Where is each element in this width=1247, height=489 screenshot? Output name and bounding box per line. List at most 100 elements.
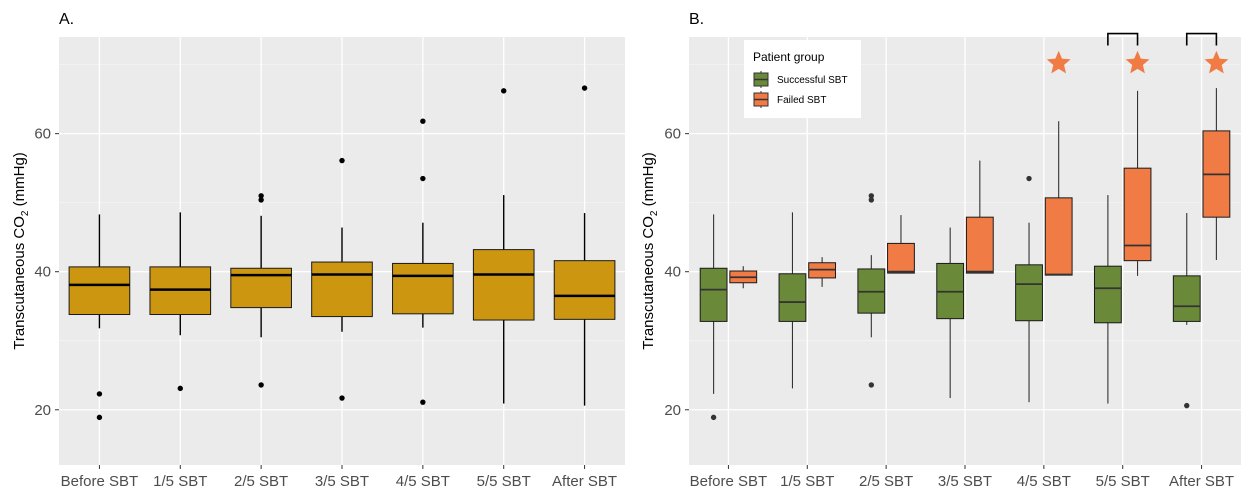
significance-bracket: [1185, 32, 1218, 46]
outlier-point: [258, 382, 264, 388]
panel-b-grid: [689, 37, 1241, 465]
box-6: [472, 88, 535, 404]
y-tick-label: 20: [664, 402, 681, 419]
box-iqr: [1093, 265, 1122, 324]
panel-a-label: A.: [59, 11, 74, 28]
y-tick-label: 60: [34, 126, 51, 143]
box-successful-4: [936, 227, 965, 399]
box-failed-4: [965, 160, 994, 274]
outlier-point: [258, 193, 264, 199]
panel-b-label: B.: [689, 11, 704, 28]
outlier-point: [96, 391, 103, 397]
outlier-point: [339, 395, 345, 401]
box-failed-3: [887, 215, 915, 274]
box-iqr: [1044, 197, 1073, 276]
legend-label-successful: Successful SBT: [777, 75, 848, 86]
x-tick-label: 5/5 SBT: [1096, 473, 1150, 489]
outlier-point: [177, 385, 183, 392]
panel-b-y-axis-title: Transcutaneous CO2 (mmHg): [640, 152, 660, 350]
box-failed-2: [808, 257, 837, 287]
x-tick-label: 1/5 SBT: [153, 473, 207, 489]
panel-a-y-ticks: 20 40 60: [34, 126, 59, 419]
box-5: [392, 118, 454, 405]
box-iqr: [311, 261, 373, 318]
box-successful-1: [699, 214, 728, 421]
outlier-point: [420, 175, 426, 182]
x-tick-label: 1/5 SBT: [780, 473, 834, 489]
box-successful-2: [778, 212, 807, 389]
legend-item-successful: Successful SBT: [753, 71, 848, 88]
x-tick-label: 2/5 SBT: [859, 473, 913, 489]
panel-b-y-ticks: 20 40 60: [664, 126, 689, 419]
outlier-point: [339, 157, 345, 164]
panel-a: A. 20 40 60 Before SBT 1/5 SBT 2/5 SBT 3/5 SB…: [11, 11, 625, 489]
significance-star: [1204, 50, 1229, 74]
legend-item-failed: Failed SBT: [753, 91, 826, 108]
significance-star: [1046, 50, 1071, 74]
outlier-point: [501, 88, 507, 94]
box-failed-6: [1123, 90, 1152, 276]
box-iqr: [965, 216, 994, 274]
box-iqr: [392, 262, 454, 315]
outlier-point: [1026, 175, 1032, 182]
box-iqr: [553, 260, 616, 320]
box-iqr: [1123, 167, 1152, 262]
box-successful-7: [1172, 213, 1201, 409]
box-successful-3: [857, 193, 886, 388]
outlier-point: [420, 399, 426, 405]
x-tick-label: 2/5 SBT: [234, 473, 288, 489]
box-iqr: [68, 266, 131, 316]
panel-b: B. 20 40 60 Before SBT 1/5 SBT 2/5 SBT 3/5 SB…: [640, 11, 1241, 489]
x-tick-label: 4/5 SBT: [1017, 473, 1071, 489]
panel-b-significance: [1046, 32, 1229, 74]
box-successful-6: [1093, 195, 1122, 404]
legend-title: Patient group: [753, 50, 825, 64]
box-iqr: [472, 249, 535, 321]
x-tick-label: 3/5 SBT: [938, 473, 992, 489]
panel-b-boxes: [699, 88, 1231, 421]
outlier-point: [581, 85, 588, 91]
box-4: [311, 157, 373, 401]
box-iqr: [778, 273, 807, 322]
x-tick-label: 5/5 SBT: [477, 473, 531, 489]
box-failed-7: [1202, 88, 1231, 260]
box-iqr: [1015, 264, 1043, 322]
x-tick-label: After SBT: [1169, 473, 1234, 489]
outlier-point: [868, 382, 875, 388]
box-iqr: [1172, 275, 1201, 322]
y-tick-label: 60: [664, 126, 681, 143]
outlier-point: [96, 414, 103, 421]
box-successful-5: [1015, 175, 1043, 403]
box-1: [68, 214, 131, 421]
outlier-point: [258, 197, 264, 203]
significance-bracket: [1107, 32, 1139, 46]
box-iqr: [699, 267, 728, 322]
x-tick-label: 4/5 SBT: [396, 473, 450, 489]
y-tick-label: 40: [34, 264, 51, 281]
box-2: [149, 212, 212, 392]
y-tick-label: 40: [664, 264, 681, 281]
panel-a-boxes: [68, 85, 616, 421]
panel-b-x-ticks: Before SBT 1/5 SBT 2/5 SBT 3/5 SBT 4/5 SBT 5/…: [690, 465, 1234, 489]
outlier-point: [710, 414, 717, 421]
x-tick-label: 3/5 SBT: [315, 473, 369, 489]
legend: Patient group Successful SBT Failed SBT: [744, 40, 861, 118]
outlier-point: [420, 118, 426, 124]
box-failed-5: [1044, 121, 1073, 276]
box-iqr: [887, 242, 915, 274]
outlier-point: [868, 197, 875, 203]
panel-a-y-axis-title: Transcutaneous CO2 (mmHg): [11, 152, 31, 350]
x-tick-label: Before SBT: [61, 473, 139, 489]
box-failed-1: [729, 266, 758, 289]
outlier-point: [1184, 402, 1190, 409]
significance-star: [1125, 50, 1150, 74]
y-tick-label: 20: [34, 402, 51, 419]
panel-a-x-ticks: Before SBT 1/5 SBT 2/5 SBT 3/5 SBT 4/5 SBT 5/…: [61, 465, 617, 489]
legend-label-failed: Failed SBT: [777, 95, 826, 106]
x-tick-label: After SBT: [552, 473, 617, 489]
outlier-point: [868, 193, 875, 199]
box-3: [230, 193, 292, 388]
x-tick-label: Before SBT: [690, 473, 768, 489]
box-7: [553, 85, 616, 406]
